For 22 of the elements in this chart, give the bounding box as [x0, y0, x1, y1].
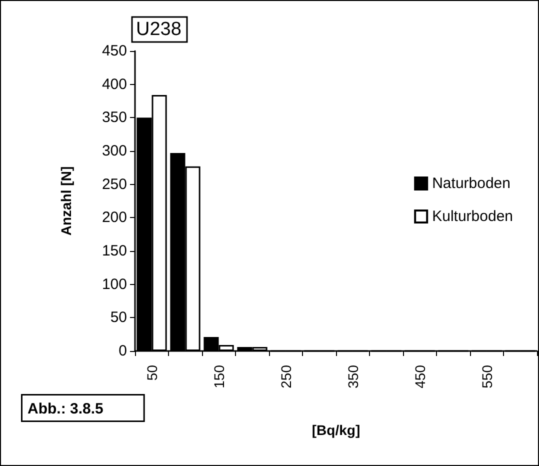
y-tick-label: 100 — [102, 276, 127, 293]
chart-title: U238 — [136, 19, 182, 40]
y-tick-label: 350 — [102, 109, 127, 126]
x-tick-label: 550 — [478, 364, 495, 388]
y-tick-label: 400 — [102, 76, 127, 93]
y-tick-label: 50 — [110, 309, 127, 326]
y-tick-label: 150 — [102, 242, 127, 260]
x-tick-label: 150 — [210, 364, 227, 388]
y-tick-label: 200 — [102, 209, 127, 226]
legend-label: Naturboden — [432, 175, 511, 192]
x-tick-label: 50 — [144, 364, 160, 381]
y-tick-label: 450 — [102, 42, 127, 60]
y-axis-title: Anzahl [N] — [58, 166, 74, 236]
x-tick-label: 350 — [344, 364, 361, 388]
text: Abb.: 3.8.5 — [28, 400, 104, 418]
legend-label: Kulturboden — [432, 208, 514, 225]
x-tick-label: 450 — [412, 364, 428, 388]
y-tick-label: 0 — [118, 342, 127, 360]
x-axis-title: [Bq/kg] — [312, 422, 360, 438]
y-tick-label: 300 — [102, 142, 127, 160]
x-tick-label: 250 — [278, 364, 294, 388]
y-tick-label: 250 — [102, 176, 127, 193]
